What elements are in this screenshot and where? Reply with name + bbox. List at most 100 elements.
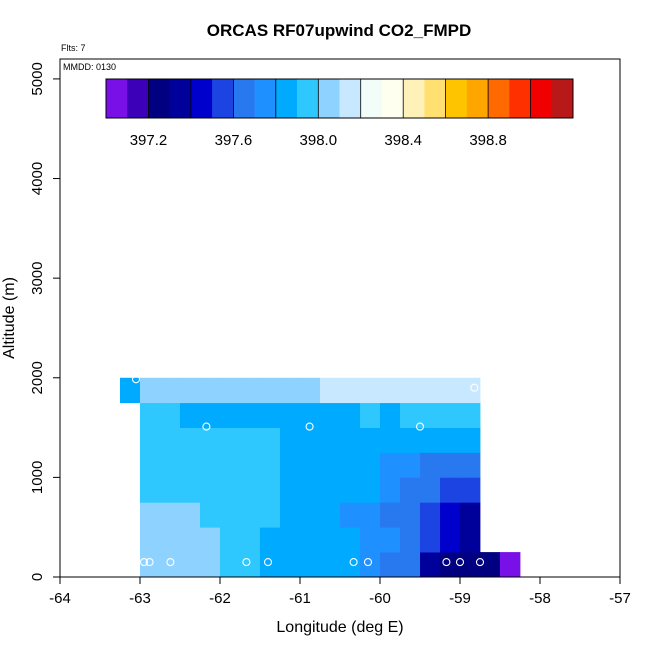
colorbar: 397.2 397.6 398.0 398.4 398.8: [105, 78, 574, 149]
colorbar-tick-label: 397.2: [130, 132, 168, 149]
heatmap-cell: [280, 427, 301, 453]
colorbar-swatch: [445, 79, 468, 118]
heatmap-cell: [420, 402, 441, 428]
flight-point: [202, 422, 211, 431]
heatmap-cell: [160, 552, 181, 578]
x-axis: -64 -63 -62 -61 -60 -59 -58 -57: [49, 577, 631, 607]
heatmap-cell: [220, 427, 241, 453]
colorbar-swatch: [551, 79, 574, 118]
heatmap-cell: [200, 502, 221, 528]
colorbar-swatch: [318, 79, 340, 118]
heatmap-cell: [280, 527, 301, 553]
heatmap-cell: [260, 402, 281, 428]
heatmap-cell: [260, 427, 281, 453]
heatmap-cell: [420, 452, 441, 478]
heatmap-cell: [340, 452, 361, 478]
x-axis-label: Longitude (deg E): [276, 619, 403, 636]
heatmap-cell: [240, 427, 261, 453]
heatmap-cell: [360, 502, 381, 528]
heatmap-cell: [460, 527, 481, 553]
heatmap-cell: [420, 427, 441, 453]
heatmap-cell: [120, 377, 141, 404]
flight-point: [349, 558, 358, 567]
heatmap-cell: [140, 527, 161, 553]
heatmap-cell: [440, 377, 461, 404]
heatmap-cell: [280, 402, 301, 428]
heatmap-cell: [220, 377, 241, 404]
heatmap-cell: [240, 527, 261, 553]
heatmap-cell: [400, 377, 421, 404]
x-tick-label: -61: [289, 590, 311, 607]
flight-point: [166, 558, 175, 567]
heatmap-cell: [300, 552, 321, 578]
heatmap-cell: [420, 477, 441, 503]
heatmap-cell: [160, 402, 181, 428]
colorbar-swatch: [254, 79, 277, 118]
heatmap-cell: [140, 402, 161, 428]
heatmap-cell: [260, 377, 281, 404]
heatmap-cell: [440, 427, 461, 453]
heatmap-cell: [200, 452, 221, 478]
heatmap-cell: [480, 552, 501, 578]
colorbar-swatch: [424, 79, 446, 118]
colorbar-swatch: [530, 79, 553, 118]
heatmap-cell: [360, 452, 381, 478]
heatmap-cell: [300, 427, 321, 453]
heatmap-cell: [200, 477, 221, 503]
colorbar-tick-label: 398.0: [300, 132, 338, 149]
colorbar-swatch: [509, 79, 531, 118]
heatmap-cell: [460, 552, 481, 578]
heatmap-cell: [140, 552, 161, 578]
flight-point: [139, 558, 149, 567]
heatmap-cell: [300, 502, 321, 528]
heatmap-cell: [400, 502, 421, 528]
heatmap-cell: [280, 477, 301, 503]
heatmap-cell: [300, 377, 321, 404]
heatmap-cell: [420, 552, 441, 578]
heatmap-cell: [440, 402, 461, 428]
colorbar-swatch: [275, 79, 298, 118]
heatmap-cell: [420, 527, 441, 553]
heatmap-cell: [240, 552, 261, 578]
heatmap-cell: [460, 402, 481, 428]
y-tick-label: 2000: [29, 361, 46, 394]
heatmap-cell: [340, 502, 361, 528]
heatmap-cell: [280, 452, 301, 478]
colorbar-tick-label: 398.8: [469, 132, 507, 149]
heatmap-cell: [320, 427, 341, 453]
colorbar-swatch: [466, 79, 489, 118]
heatmap-cell: [160, 452, 181, 478]
colorbar-swatch: [169, 79, 192, 118]
heatmap-cell: [260, 477, 281, 503]
x-tick-label: -57: [609, 590, 631, 607]
colorbar-swatch: [127, 79, 149, 118]
heatmap-cell: [340, 552, 361, 578]
y-tick-label: 5000: [29, 62, 46, 95]
heatmap-cell: [420, 502, 441, 528]
heatmap-cell: [220, 502, 241, 528]
flight-point: [455, 558, 465, 567]
heatmap-cell: [300, 452, 321, 478]
heatmap-cell: [280, 377, 301, 404]
heatmap-cell: [180, 377, 201, 404]
heatmap-cell: [380, 552, 401, 578]
heatmap-cell: [380, 452, 401, 478]
heatmap-cell: [220, 452, 241, 478]
heatmap-cell: [180, 452, 201, 478]
heatmap-cell: [200, 402, 221, 428]
heatmap-cell: [160, 427, 181, 453]
heatmap-cell: [240, 452, 261, 478]
colorbar-tick-label: 398.4: [384, 132, 422, 149]
colorbar-swatch: [488, 79, 510, 118]
heatmap-cell: [140, 477, 161, 503]
colorbar-swatch: [106, 79, 128, 118]
heatmap-cell: [400, 552, 421, 578]
flight-point: [305, 422, 314, 431]
heatmap-cell: [140, 452, 161, 478]
heatmap-cell: [240, 377, 261, 404]
heatmap-cell: [320, 477, 341, 503]
colorbar-swatch: [212, 79, 234, 118]
x-tick-label: -60: [369, 590, 391, 607]
heatmap-cell: [400, 402, 421, 428]
heatmap-cell: [320, 452, 341, 478]
